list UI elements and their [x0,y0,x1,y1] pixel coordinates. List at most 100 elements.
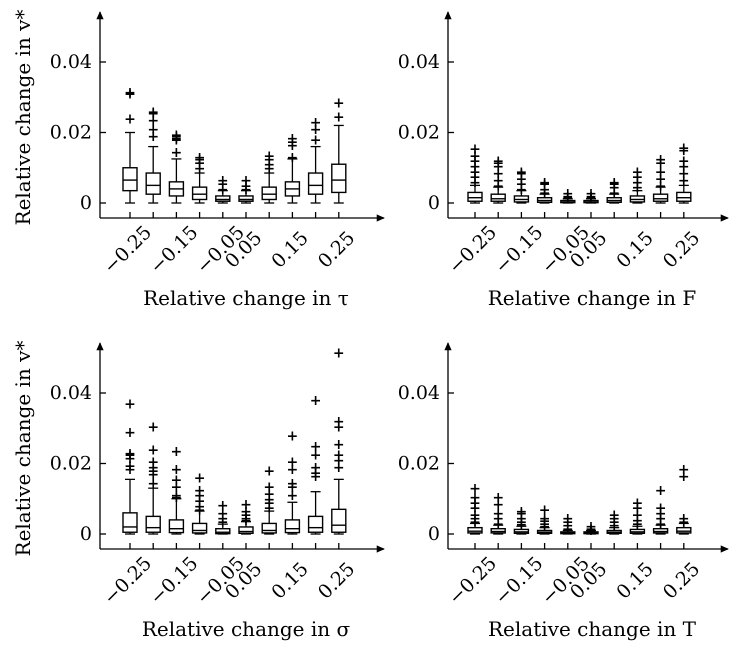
outlier-marker: + [333,437,345,453]
iqr-box [145,515,161,533]
outlier-marker: + [124,446,136,462]
iqr-box [490,193,506,202]
outlier-marker: + [492,155,504,171]
outlier-marker: + [263,492,275,508]
outlier-marker: + [678,143,690,159]
box-7: ++++ [261,148,277,218]
outlier-marker: + [492,511,504,527]
outlier-marker: + [678,469,690,485]
x-tick-label: −0.25 [444,221,501,278]
outlier-marker: + [469,175,481,191]
outlier-marker: + [124,448,136,464]
outlier-marker: + [171,131,183,147]
outlier-marker: + [492,166,504,182]
outlier-marker: + [124,85,136,101]
outlier-marker: + [147,104,159,120]
box-4: +++++ [536,502,553,549]
outlier-marker: + [516,511,528,527]
outlier-marker: + [171,145,183,161]
outlier-marker: + [469,164,481,180]
outlier-marker: + [492,154,504,170]
outlier-marker: + [147,122,159,138]
panel-2: 00.020.04+++++++−0.25+++++++++++−0.15+++… [398,11,729,310]
outlier-marker: + [240,513,252,529]
box-9: +++ [307,115,324,218]
iqr-box [238,526,254,534]
outlier-marker: + [562,518,574,534]
outlier-marker: + [655,178,667,194]
y-tick-label: 0.02 [398,453,440,475]
outlier-marker: + [492,506,504,522]
outlier-marker: + [632,180,644,196]
outlier-marker: + [655,506,667,522]
outlier-marker: + [240,497,252,513]
outlier-marker: + [263,486,275,502]
outlier-marker: + [678,159,690,175]
outlier-marker: + [310,448,322,464]
x-tick-label: 0.15 [267,227,312,272]
outlier-marker: + [333,460,345,476]
outlier-marker: + [632,516,644,532]
outlier-marker: + [124,111,136,127]
outlier-marker: + [147,129,159,145]
outlier-marker: + [171,129,183,145]
outlier-marker: + [171,488,183,504]
box-7: ++++ [606,175,622,218]
outlier-marker: + [217,173,229,189]
y-tick-label: 0.02 [398,122,440,144]
outlier-marker: + [147,464,159,480]
outlier-marker: + [585,522,597,538]
outlier-marker: + [608,508,620,524]
outlier-marker: + [217,515,229,531]
outlier-marker: + [287,428,299,444]
outlier-marker: + [562,515,574,531]
outlier-marker: + [539,502,551,518]
outlier-marker: + [240,504,252,520]
iqr-box [261,186,277,201]
outlier-marker: + [539,182,551,198]
outlier-marker: + [240,508,252,524]
outlier-marker: + [469,170,481,186]
outlier-marker: + [263,148,275,164]
outlier-marker: + [562,189,574,205]
outlier-marker: + [147,113,159,129]
outlier-marker: + [287,455,299,471]
box-2: +++++ [490,490,506,549]
outlier-marker: + [516,177,528,193]
outlier-marker: + [632,175,644,191]
outlier-marker: + [217,177,229,193]
outlier-marker: + [492,159,504,175]
iqr-box [331,508,347,533]
outlier-marker: + [310,439,322,455]
outlier-marker: + [287,138,299,154]
outlier-marker: + [492,516,504,532]
iqr-box [261,522,277,534]
outlier-marker: + [516,515,528,531]
x-tick-label: 0.15 [612,558,657,603]
outlier-marker: + [562,511,574,527]
outlier-marker: + [585,191,597,207]
y-tick-label: 0 [428,192,440,214]
outlier-marker: + [263,501,275,517]
outlier-marker: + [124,397,136,413]
outlier-marker: + [194,152,206,168]
outlier-marker: + [194,483,206,499]
outlier-marker: + [263,464,275,480]
iqr-box [215,195,231,202]
outlier-marker: + [124,451,136,467]
outlier-marker: + [147,467,159,483]
y-tick-label: 0 [428,523,440,545]
outlier-marker: + [469,154,481,170]
outlier-marker: + [194,494,206,510]
outlier-marker: + [194,488,206,504]
outlier-marker: + [310,393,322,409]
iqr-box [191,522,208,534]
outlier-marker: + [263,495,275,511]
x-tick-label: −0.25 [444,552,501,609]
outlier-marker: + [632,501,644,517]
outlier-marker: + [539,519,551,535]
iqr-box [652,528,669,534]
outlier-marker: + [217,511,229,527]
outlier-marker: + [333,96,345,112]
outlier-marker: + [124,462,136,478]
